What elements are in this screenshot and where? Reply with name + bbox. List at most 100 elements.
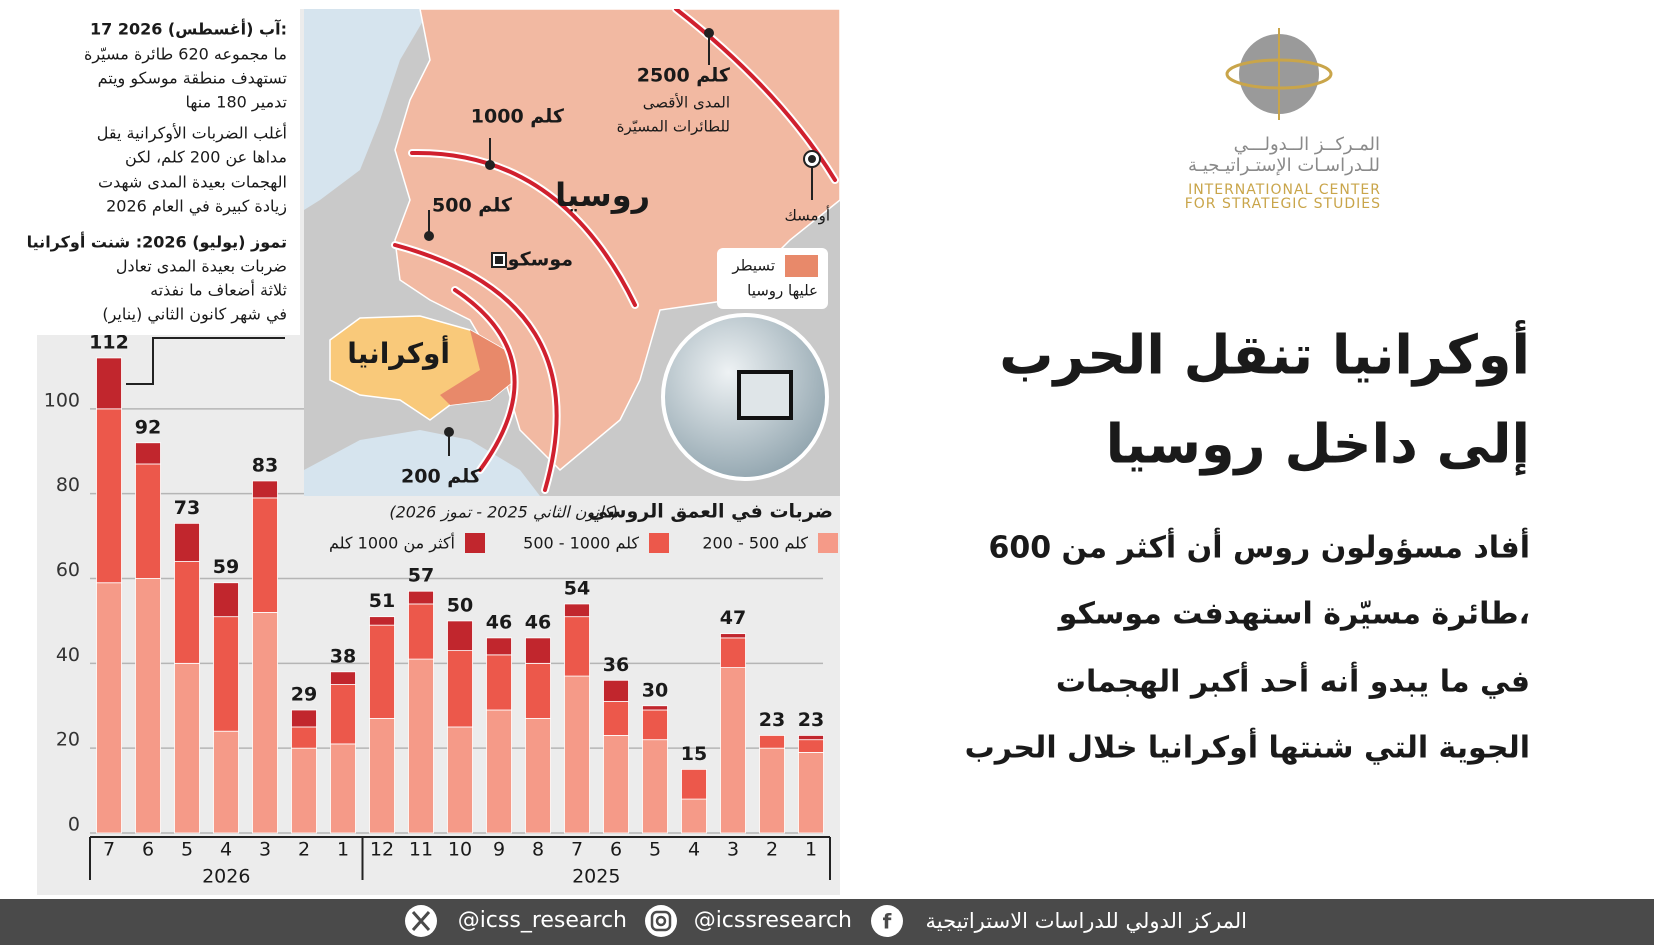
total-label: 29 <box>291 683 317 705</box>
bar-segment <box>564 675 590 834</box>
annotation-line: ما مجموعه 620 طائرة مسيّرة <box>84 45 287 65</box>
legend-swatch <box>818 533 838 553</box>
bar-segment <box>720 667 746 834</box>
annotation-line: ثلاثة أضعاف ما نفذته <box>150 280 287 300</box>
bar-segment <box>174 662 200 834</box>
x-tick-label: 3 <box>259 839 271 861</box>
bar-segment <box>486 637 512 656</box>
total-label: 30 <box>642 679 668 701</box>
x-tick-label: 5 <box>649 839 661 861</box>
leader-line <box>126 337 285 385</box>
total-label: 57 <box>408 565 434 587</box>
x-tick-label: 12 <box>370 839 394 861</box>
footer-org: المركز الدولي للدراسات الاستراتيجية <box>926 909 1247 933</box>
footer <box>0 899 1654 945</box>
facebook-glyph: f <box>883 910 892 934</box>
bar-segment <box>252 497 278 613</box>
bar-segment <box>291 709 317 728</box>
bar-segment <box>564 616 590 677</box>
map-legend-swatch <box>785 255 818 277</box>
logo-text: INTERNATIONAL CENTER <box>1188 182 1381 198</box>
total-label: 38 <box>330 645 356 667</box>
bar-segment <box>681 798 707 834</box>
bar-segment <box>525 718 551 834</box>
bar-segment <box>291 747 317 834</box>
bar-segment <box>798 739 824 753</box>
annotation-box <box>37 9 300 335</box>
map-label: أومسك <box>785 206 830 225</box>
bar-segment <box>174 522 200 562</box>
bar-segment <box>642 709 668 741</box>
bar-segment <box>213 730 239 834</box>
bar-segment <box>96 582 122 834</box>
bar-segment <box>213 582 239 618</box>
x-tick-label: 7 <box>571 839 583 861</box>
total-label: 51 <box>369 590 395 612</box>
annotation-line: ضربات بعيدة المدى تعادل <box>116 257 287 277</box>
total-label: 23 <box>798 709 824 731</box>
bar-segment <box>96 408 122 584</box>
bar-segment <box>135 442 161 465</box>
annotation-line: زيادة كبيرة في العام 2026 <box>106 197 287 217</box>
bar-segment <box>525 662 551 719</box>
x-group-label: 2026 <box>202 866 250 888</box>
bar-segment <box>174 561 200 664</box>
bar-segment <box>759 747 785 834</box>
map-legend-label: عليها روسيا <box>747 282 818 300</box>
body-text: طائرة مسيّرة استهدفت موسكو، <box>1057 597 1530 632</box>
logo-text: FOR STRATEGIC STUDIES <box>1185 196 1381 212</box>
body-text: أفاد مسؤولون روس أن أكثر من 600 <box>988 528 1530 566</box>
total-label: 54 <box>564 577 590 599</box>
logo-text: للـدراسـات الإستـراتيـجيـة <box>1188 155 1380 176</box>
annotation-line: تدمير 180 منها <box>186 93 287 113</box>
x-tick-label: 2 <box>766 839 778 861</box>
instagram-icon[interactable] <box>645 905 677 937</box>
annotations: 17 آب (أغسطس) 2026: ما مجموعه 620 طائرة م… <box>27 19 287 325</box>
legend-swatch <box>649 533 669 553</box>
annotation-line: مداها عن 200 كلم، لكن <box>125 148 287 168</box>
logo-text: المـركــز الــدولـــي <box>1234 134 1380 155</box>
map-label: المدى الأقصى <box>643 93 730 112</box>
bar-segment <box>369 616 395 626</box>
bar-segment <box>798 752 824 834</box>
instagram-glyph <box>655 915 667 927</box>
bar-segment <box>369 718 395 834</box>
total-label: 83 <box>252 454 278 476</box>
total-label: 46 <box>525 611 551 633</box>
bar-segment <box>720 633 746 639</box>
headline: إلى داخل روسيا <box>1106 413 1530 476</box>
map-label: 2500 كلم <box>637 65 731 87</box>
bar-segment <box>603 735 629 834</box>
total-label: 36 <box>603 654 629 676</box>
sea <box>304 430 540 496</box>
map-label: روسيا <box>555 176 650 214</box>
bar-segment <box>681 768 707 800</box>
y-tick-label: 20 <box>56 729 80 751</box>
annotation-line: تموز (يوليو) 2026: شنت أوكرانيا <box>27 232 287 252</box>
logo: المـركــز الــدولـــي للـدراسـات الإستـر… <box>1185 28 1381 212</box>
facebook-icon[interactable] <box>871 905 903 937</box>
footer-instagram[interactable]: @icssresearch <box>694 908 852 933</box>
bar-segment <box>720 637 746 668</box>
bar-segment <box>330 671 356 685</box>
bar-segment <box>447 726 473 834</box>
legend-label: 200 - 500 كلم <box>702 534 808 553</box>
map-label: أوكرانيا <box>347 335 450 370</box>
bar-segment <box>135 578 161 834</box>
bar-segment <box>798 735 824 741</box>
range-markers <box>424 28 821 456</box>
bar-segment <box>447 650 473 728</box>
bar-segment <box>96 357 122 410</box>
total-label: 73 <box>174 497 200 519</box>
bar-segment <box>486 654 512 711</box>
y-tick-label: 60 <box>56 559 80 581</box>
bar-segment <box>252 480 278 499</box>
bar-segment <box>330 684 356 745</box>
annotation-line: تستهدف منطقة موسكو ويتم <box>98 69 287 89</box>
footer-x[interactable]: @icss_research <box>458 908 627 933</box>
bar-segment <box>408 658 434 834</box>
y-tick-label: 80 <box>56 474 80 496</box>
